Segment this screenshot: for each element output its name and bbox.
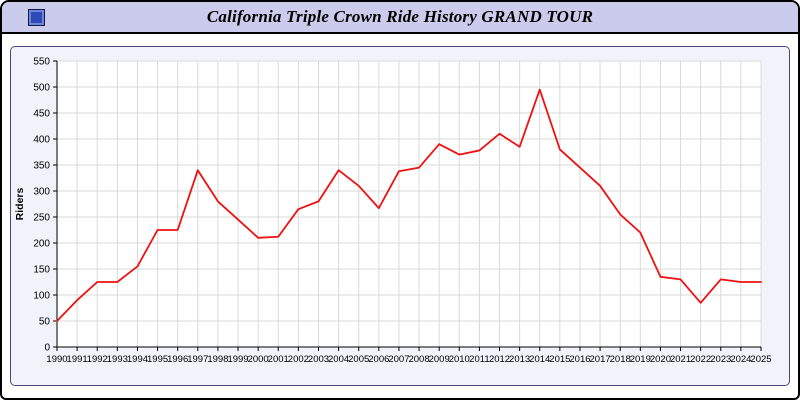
svg-text:1997: 1997	[187, 354, 208, 365]
svg-text:200: 200	[33, 239, 50, 250]
svg-text:300: 300	[33, 187, 50, 198]
svg-text:2012: 2012	[489, 354, 510, 365]
svg-text:400: 400	[33, 135, 50, 146]
svg-text:2008: 2008	[408, 354, 429, 365]
svg-text:2009: 2009	[429, 354, 450, 365]
svg-text:2016: 2016	[569, 354, 590, 365]
title-bar: California Triple Crown Ride History GRA…	[2, 2, 798, 34]
svg-text:2022: 2022	[690, 354, 711, 365]
svg-text:1998: 1998	[207, 354, 228, 365]
svg-text:2024: 2024	[730, 354, 751, 365]
svg-text:2002: 2002	[288, 354, 309, 365]
svg-text:1992: 1992	[87, 354, 108, 365]
svg-text:1996: 1996	[167, 354, 188, 365]
svg-text:2010: 2010	[449, 354, 470, 365]
chart-panel: 0 50 100 150 200 250 300 350 400 450 500 550 1990 199…	[10, 46, 790, 386]
svg-text:150: 150	[33, 265, 50, 276]
svg-text:2021: 2021	[670, 354, 691, 365]
ride-history-line-chart: 0501001502002503003504004505005501990199…	[14, 57, 772, 366]
svg-text:2015: 2015	[549, 354, 570, 365]
svg-text:2017: 2017	[590, 354, 611, 365]
svg-text:2001: 2001	[268, 354, 289, 365]
svg-text:2011: 2011	[469, 354, 489, 365]
page-title: California Triple Crown Ride History GRA…	[206, 7, 594, 26]
svg-text:2005: 2005	[348, 354, 369, 365]
svg-text:2007: 2007	[388, 354, 409, 365]
svg-text:2019: 2019	[630, 354, 651, 365]
svg-text:450: 450	[33, 109, 50, 120]
svg-text:100: 100	[33, 291, 50, 302]
svg-text:350: 350	[33, 161, 50, 172]
svg-text:2013: 2013	[509, 354, 530, 365]
svg-text:2020: 2020	[650, 354, 671, 365]
svg-text:250: 250	[33, 213, 50, 224]
svg-text:2014: 2014	[529, 354, 550, 365]
svg-text:2018: 2018	[610, 354, 631, 365]
svg-text:2003: 2003	[308, 354, 329, 365]
svg-text:500: 500	[33, 83, 50, 94]
svg-text:Riders: Riders	[14, 188, 26, 221]
svg-text:0: 0	[44, 343, 50, 354]
svg-text:2004: 2004	[328, 354, 349, 365]
svg-text:2000: 2000	[248, 354, 269, 365]
svg-text:1991: 1991	[67, 354, 88, 365]
app-icon	[28, 8, 45, 26]
svg-text:2025: 2025	[750, 354, 771, 365]
svg-text:1993: 1993	[107, 354, 128, 365]
svg-text:1995: 1995	[147, 354, 168, 365]
svg-text:50: 50	[39, 317, 51, 328]
svg-text:550: 550	[33, 57, 50, 68]
svg-text:2023: 2023	[710, 354, 731, 365]
svg-text:2006: 2006	[368, 354, 389, 365]
svg-text:1994: 1994	[127, 354, 148, 365]
svg-text:1999: 1999	[227, 354, 248, 365]
svg-text:1990: 1990	[46, 354, 67, 365]
